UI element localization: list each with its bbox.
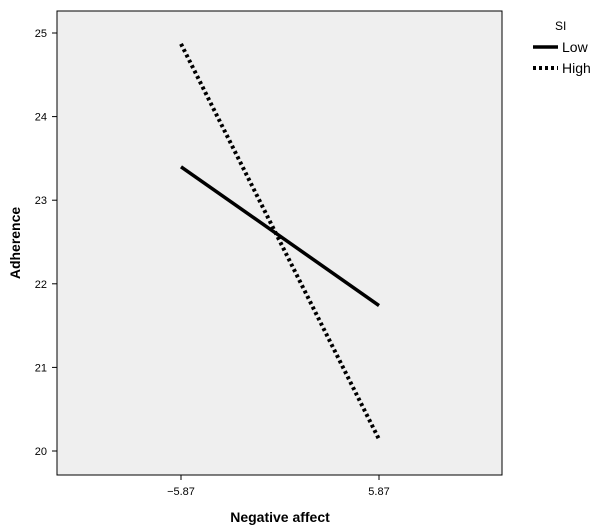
y-axis: 20 21 22 23 24 25 — [35, 28, 57, 458]
x-tick-label: 5.87 — [368, 486, 389, 498]
series-line-low — [179, 165, 381, 307]
y-axis-title: Adherence — [7, 207, 23, 280]
legend-label-low: Low — [562, 39, 589, 55]
legend-title: SI — [555, 19, 566, 33]
x-tick-label: −5.87 — [167, 486, 195, 498]
x-axis: −5.87 5.87 — [167, 475, 390, 498]
y-tick-label: 21 — [35, 362, 47, 374]
series-layer — [179, 42, 381, 441]
y-tick-label: 24 — [35, 112, 47, 124]
y-tick-label: 23 — [35, 195, 47, 207]
legend-label-high: High — [562, 60, 591, 76]
x-axis-title: Negative affect — [230, 509, 330, 525]
y-tick-label: 25 — [35, 28, 47, 40]
y-tick-label: 22 — [35, 279, 47, 291]
y-tick-label: 20 — [35, 446, 47, 458]
legend: SI Low High — [533, 19, 591, 76]
series-line-high — [179, 42, 381, 441]
